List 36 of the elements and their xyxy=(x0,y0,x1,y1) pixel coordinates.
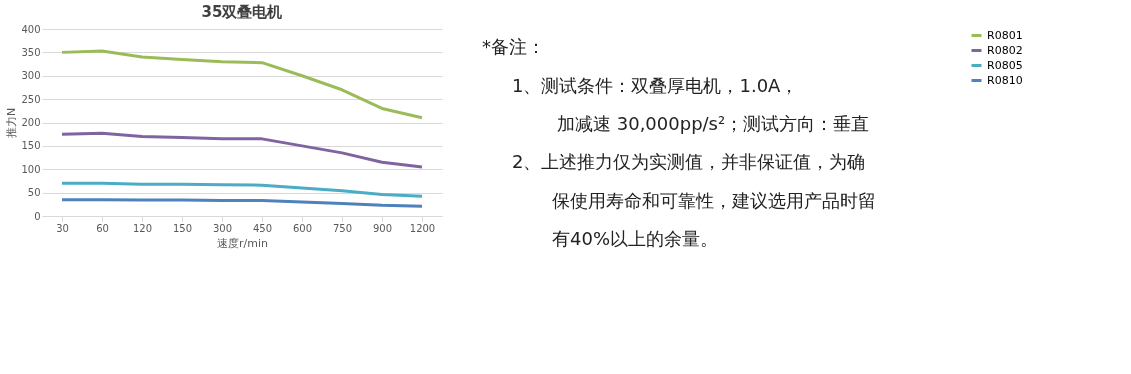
y-tick-label: 50 xyxy=(27,187,41,199)
x-axis-title: 速度r/min xyxy=(217,236,269,250)
legend-label: R0805 xyxy=(987,58,1023,72)
legend-label: R0802 xyxy=(987,43,1023,57)
line-series xyxy=(60,49,424,120)
x-tick-label: 600 xyxy=(292,222,313,234)
x-tick-label: 120 xyxy=(132,222,153,234)
x-tick-label: 450 xyxy=(252,222,273,234)
text: 1、测试条件：双叠厚电机，1.0A， xyxy=(512,74,799,96)
x-tick-label: 300 xyxy=(212,222,233,234)
x-tick-label: 900 xyxy=(372,222,393,234)
text: 加减速 30,000pp/s²；测试方向：垂直 xyxy=(557,112,870,134)
line-series xyxy=(60,131,424,169)
y-axis-title: 推力N xyxy=(5,107,19,139)
text: 2、上述推力仅为实测值，并非保证值，为确 xyxy=(512,151,866,173)
x-tick-label: 1200 xyxy=(409,222,436,234)
y-tick-label: 200 xyxy=(21,117,41,128)
y-tick-label: 250 xyxy=(21,93,41,105)
line-series xyxy=(60,198,424,208)
text: 保使用寿命和可靠性，建议选用产品时留 xyxy=(552,189,876,211)
x-tick-label: 30 xyxy=(56,222,69,234)
y-tick-label: 400 xyxy=(21,23,41,35)
legend-label: R0801 xyxy=(987,28,1023,42)
y-tick-label: 100 xyxy=(21,163,41,175)
x-tick-label: 750 xyxy=(332,222,353,234)
x-tick-label: 60 xyxy=(96,222,109,234)
text: 有40%以上的余量。 xyxy=(552,227,719,249)
line-series xyxy=(60,181,424,198)
y-tick-label: 300 xyxy=(21,70,41,82)
y-tick-label: 350 xyxy=(21,46,41,58)
legend-label: R0810 xyxy=(987,73,1023,87)
y-tick-label: 0 xyxy=(34,210,41,222)
text: *备注： xyxy=(482,36,545,58)
x-tick-label: 150 xyxy=(172,222,193,234)
chart-title: 35双叠电机 xyxy=(201,3,283,21)
y-tick-label: 150 xyxy=(21,140,41,152)
